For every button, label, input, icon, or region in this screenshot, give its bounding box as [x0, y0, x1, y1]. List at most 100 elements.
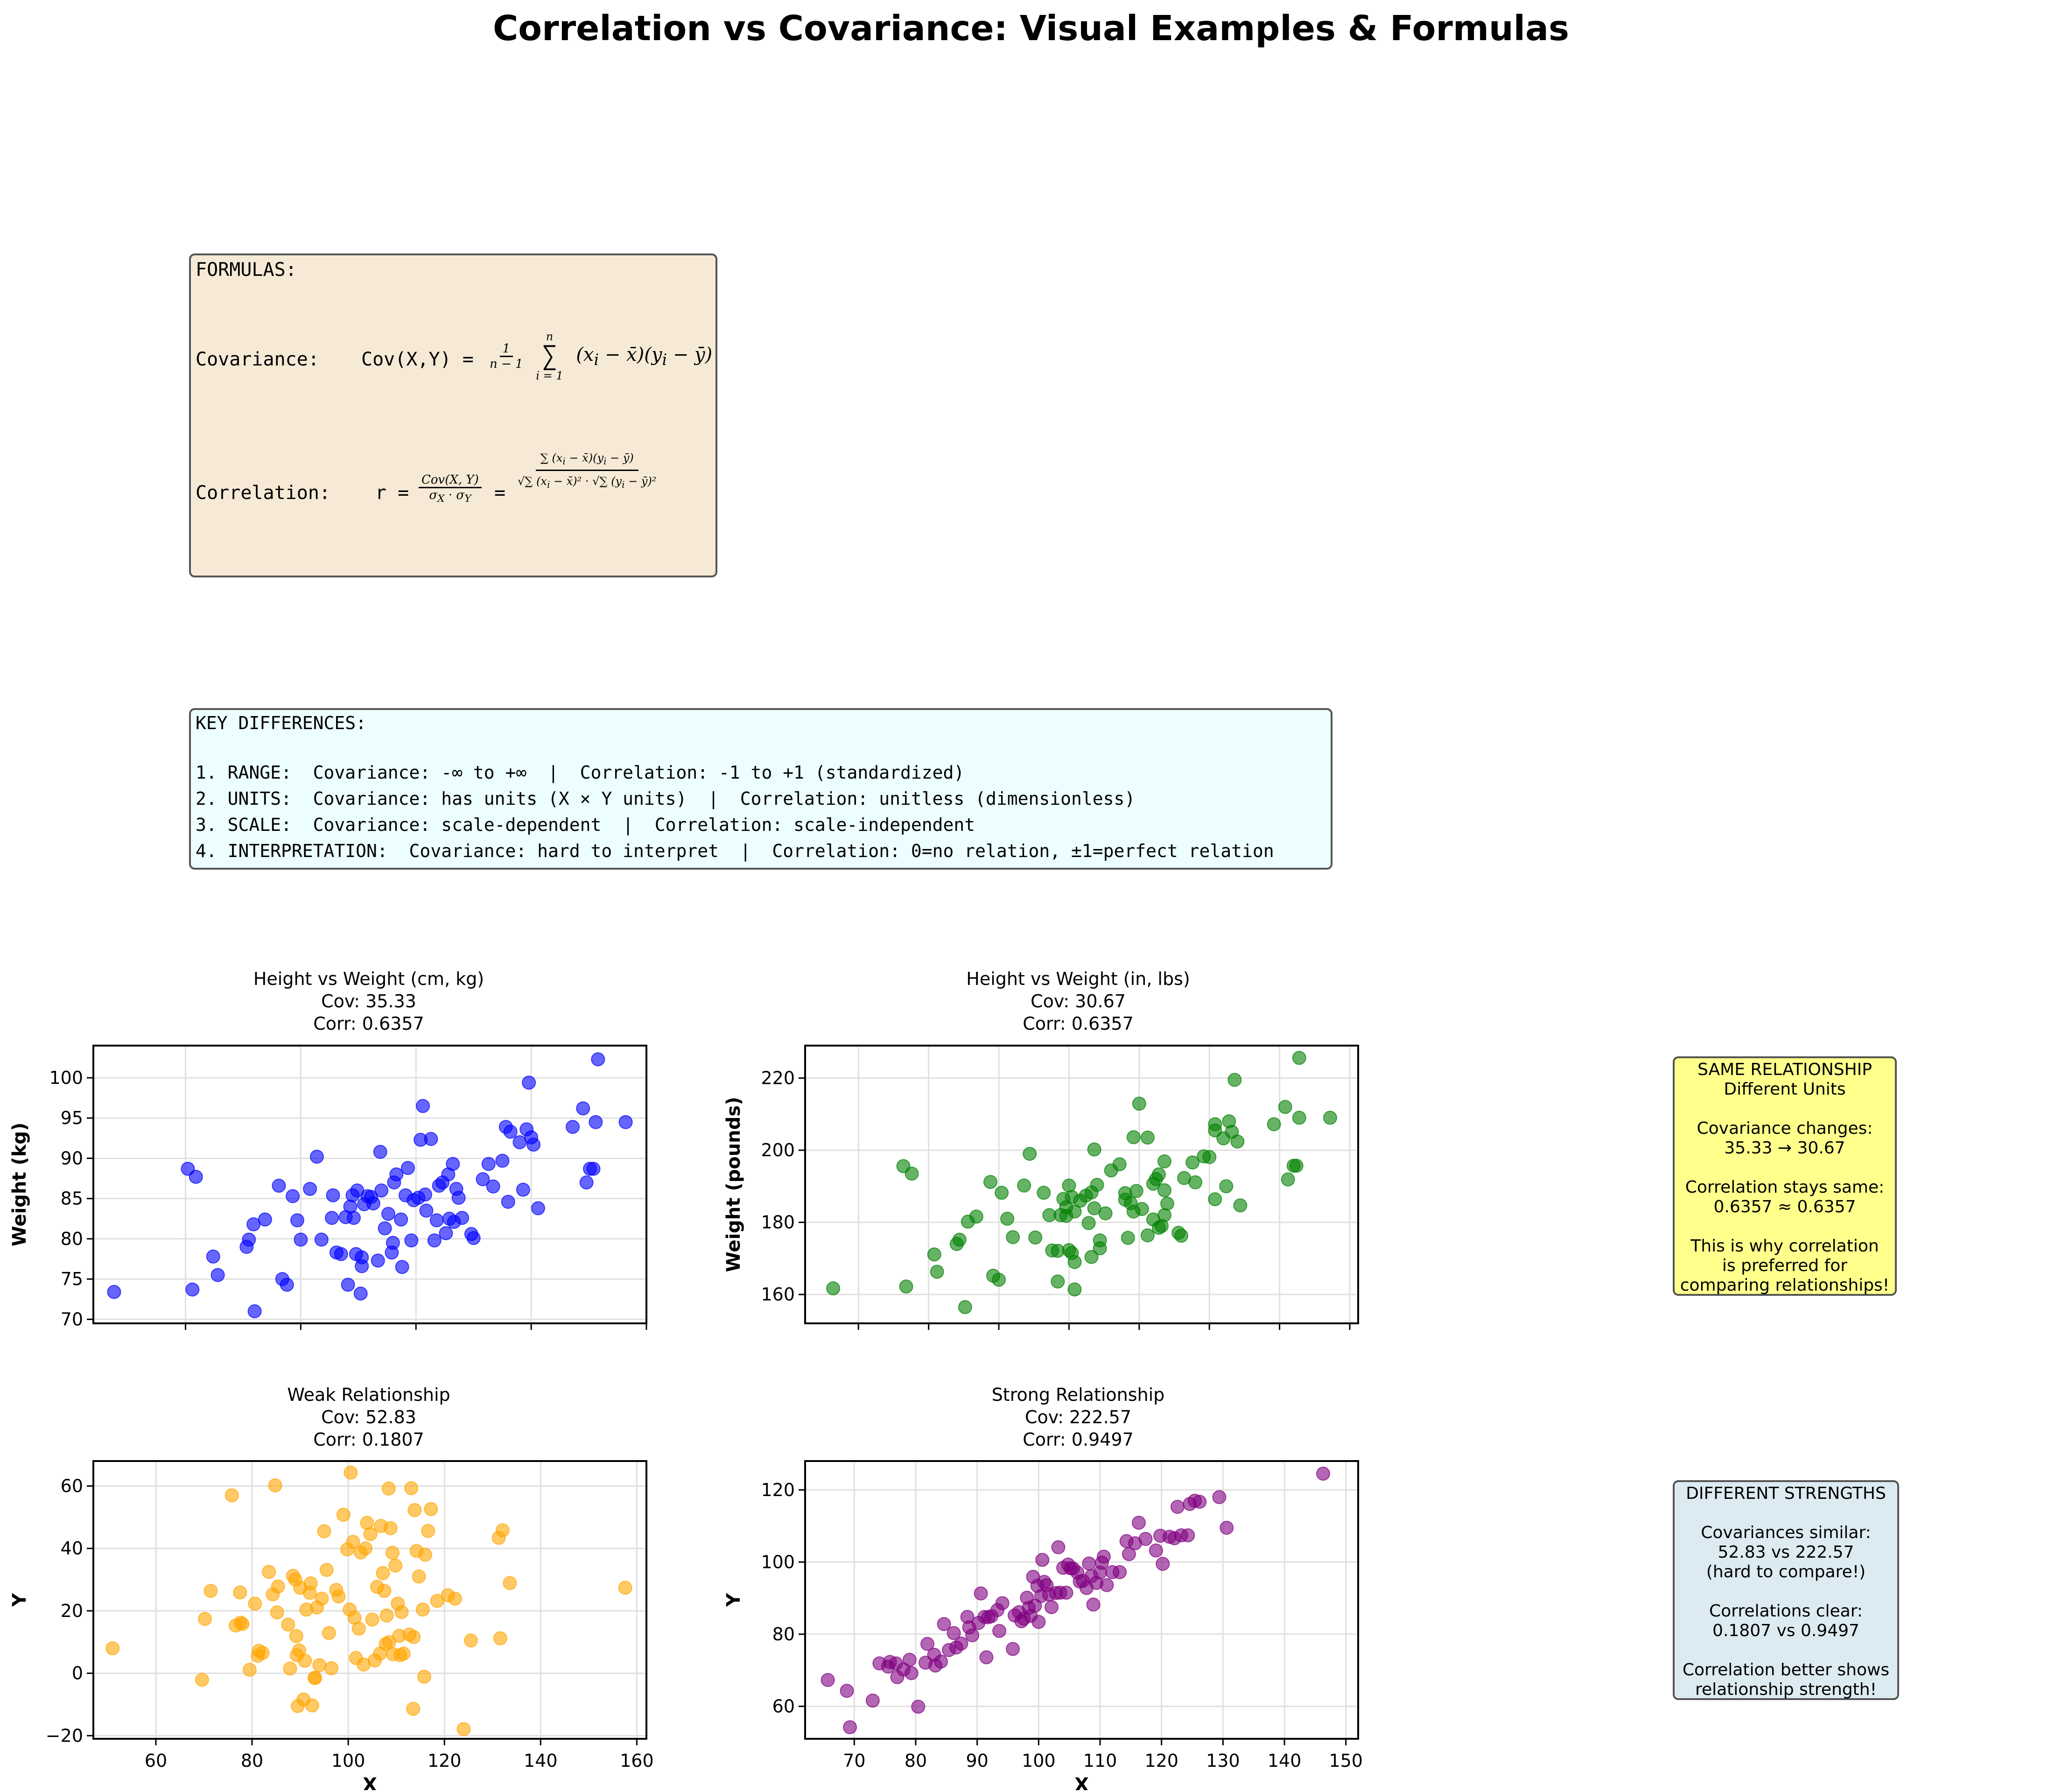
- scatter-point: [326, 1188, 340, 1202]
- scatter-point: [1006, 1230, 1020, 1244]
- scatter-point: [579, 1175, 594, 1190]
- scatter-point: [952, 1232, 967, 1247]
- x-tick-label: 80: [241, 1750, 263, 1771]
- scatter-point: [268, 1478, 282, 1493]
- scatter-point: [974, 1586, 988, 1601]
- chart-title-line: Strong Relationship: [991, 1384, 1165, 1405]
- y-axis-label: Weight (pounds): [723, 1097, 744, 1272]
- note-line: [1675, 1158, 1895, 1178]
- plot-frame: [804, 1045, 1359, 1324]
- scatter-point: [451, 1190, 466, 1205]
- chart-title-line: Cov: 35.33: [321, 991, 416, 1012]
- scatter-point: [1140, 1131, 1155, 1145]
- chart-title-line: Height vs Weight (in, lbs): [966, 969, 1190, 989]
- scatter-point: [933, 1654, 948, 1669]
- scatter-point: [1140, 1228, 1155, 1243]
- scatter-point: [185, 1282, 200, 1297]
- scatter-point: [937, 1617, 951, 1631]
- scatter-point: [1174, 1229, 1189, 1243]
- scatter-point: [947, 1626, 961, 1640]
- scatter-point: [1131, 1516, 1146, 1530]
- scatter-point: [481, 1157, 496, 1171]
- y-tick-label: 160: [761, 1284, 795, 1305]
- note-line: is preferred for: [1722, 1256, 1848, 1275]
- scatter-point: [224, 1488, 239, 1503]
- scatter-point: [379, 1608, 394, 1623]
- covariance-label: Covariance:: [196, 349, 319, 370]
- scatter-point: [456, 1722, 471, 1736]
- scatter-point: [1208, 1192, 1222, 1207]
- scatter-point: [495, 1523, 510, 1538]
- scatter-point: [309, 1150, 324, 1164]
- scatter-point: [303, 1576, 318, 1591]
- scatter-point: [531, 1201, 545, 1216]
- scatter-point: [407, 1630, 421, 1644]
- scatter-point: [341, 1278, 355, 1292]
- scatter-point: [463, 1633, 478, 1648]
- scatter-point: [334, 1247, 348, 1261]
- plot-frame: [92, 1460, 647, 1740]
- scatter-point: [1093, 1241, 1107, 1256]
- scatter-point: [1096, 1549, 1111, 1564]
- scatter-point: [1059, 1586, 1073, 1600]
- scatter-point: [378, 1221, 392, 1236]
- scatter-point: [383, 1521, 398, 1535]
- scatter-point: [429, 1213, 444, 1228]
- scatter-point: [412, 1569, 426, 1584]
- scatter-point: [1023, 1146, 1037, 1161]
- y-tick-label: 60: [772, 1696, 795, 1716]
- y-tick-label: 0: [72, 1663, 83, 1684]
- x-tick-label: 140: [1268, 1750, 1302, 1771]
- scatter-point: [418, 1547, 432, 1562]
- scatter-point: [930, 1265, 944, 1279]
- scatter-point: [1212, 1490, 1227, 1504]
- scatter-point: [899, 1279, 913, 1294]
- scatter-point: [1035, 1553, 1050, 1567]
- scatter-point: [324, 1661, 339, 1675]
- scatter-point: [376, 1566, 390, 1581]
- chart-title-line: Cov: 222.57: [1024, 1407, 1132, 1427]
- x-tick-label: 70: [843, 1750, 865, 1771]
- scatter-point: [954, 1637, 968, 1651]
- scatter-point: [1000, 1211, 1015, 1226]
- x-tick-label: 90: [966, 1750, 988, 1771]
- scatter-point: [503, 1124, 518, 1139]
- scatter-point: [407, 1503, 422, 1517]
- scatter-point: [289, 1629, 303, 1644]
- scatter-point: [314, 1232, 329, 1247]
- y-tick-label: 80: [772, 1624, 795, 1644]
- chart-title-line: Height vs Weight (cm, kg): [253, 969, 484, 989]
- y-axis-label: Y: [9, 1593, 30, 1607]
- key-differences-header: KEY DIFFERENCES:: [196, 713, 367, 733]
- x-tick-label: 100: [1022, 1750, 1056, 1771]
- scatter-point: [377, 1584, 392, 1598]
- scatter-point: [618, 1581, 632, 1595]
- scatter-point: [503, 1576, 517, 1590]
- scatter-point: [843, 1720, 857, 1735]
- scatter-point: [386, 1236, 400, 1250]
- note-line: 35.33 → 30.67: [1724, 1138, 1845, 1158]
- scatter-chart-weak: 60 80 100 120 140 160 −20 0 20 40 60 X Y: [9, 1460, 654, 1790]
- note-line: (hard to compare!): [1706, 1562, 1866, 1581]
- scatter-point: [373, 1145, 387, 1159]
- key-differences-box: KEY DIFFERENCES: 1. RANGE: Covariance: -…: [189, 708, 1333, 870]
- scatter-point: [1227, 1073, 1242, 1087]
- scatter-point: [421, 1524, 435, 1538]
- scatter-point: [1316, 1467, 1330, 1481]
- scatter-point: [206, 1249, 220, 1264]
- x-tick-label: 100: [331, 1750, 365, 1771]
- scatter-point: [1151, 1167, 1166, 1181]
- scatter-point: [365, 1612, 379, 1627]
- scatter-point: [1323, 1110, 1337, 1125]
- scatter-point: [904, 1666, 919, 1680]
- note-line: relationship strength!: [1695, 1680, 1877, 1699]
- scatter-point: [983, 1175, 998, 1189]
- scatter-point: [1067, 1255, 1082, 1269]
- scatter-point: [995, 1186, 1009, 1200]
- scatter-point: [107, 1285, 121, 1299]
- scatter-point: [394, 1212, 408, 1227]
- scatter-point: [315, 1591, 329, 1606]
- scatter-point: [363, 1527, 378, 1541]
- scatter-point: [346, 1535, 360, 1549]
